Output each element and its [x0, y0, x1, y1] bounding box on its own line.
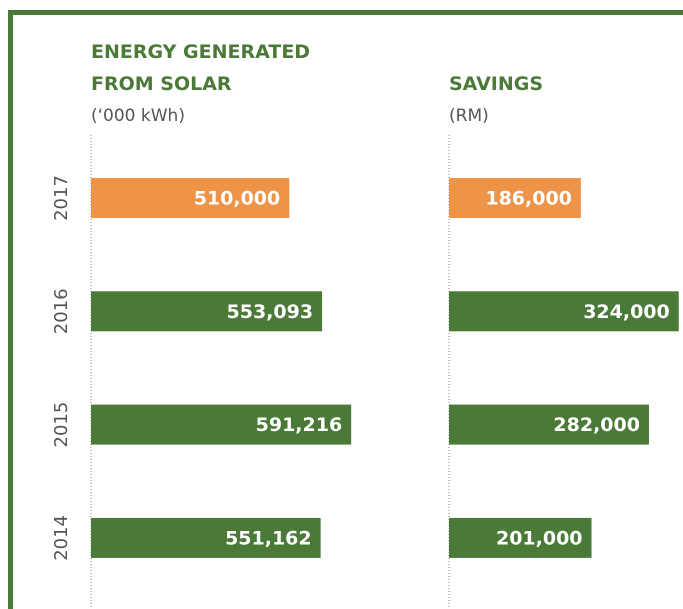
frame-top: [8, 10, 683, 15]
value-label: 551,162: [225, 527, 312, 549]
bar: [91, 291, 323, 332]
year-label: 2015: [51, 402, 72, 448]
panel-title: SAVINGS: [449, 73, 544, 95]
panel-unit: (RM): [449, 106, 489, 126]
bar: [449, 404, 649, 445]
year-label: 2016: [51, 288, 72, 334]
value-label: 282,000: [553, 414, 640, 436]
value-label: 510,000: [194, 188, 281, 210]
bar: [449, 178, 581, 218]
panel-unit: (‘000 kWh): [91, 106, 185, 126]
value-label: 591,216: [256, 414, 343, 436]
value-label: 553,093: [227, 301, 314, 323]
year-label: 2014: [51, 515, 72, 561]
value-label: 201,000: [496, 527, 583, 549]
value-label: 186,000: [485, 188, 572, 210]
bar: [91, 178, 290, 218]
frame-left: [8, 10, 13, 609]
year-label: 2017: [51, 175, 72, 221]
panel-title: ENERGY GENERATED FROM SOLAR: [91, 41, 311, 95]
value-label: 324,000: [583, 301, 670, 323]
bar: [91, 517, 321, 558]
bar: [449, 291, 679, 332]
bar: [449, 517, 592, 558]
bar: [91, 404, 352, 445]
